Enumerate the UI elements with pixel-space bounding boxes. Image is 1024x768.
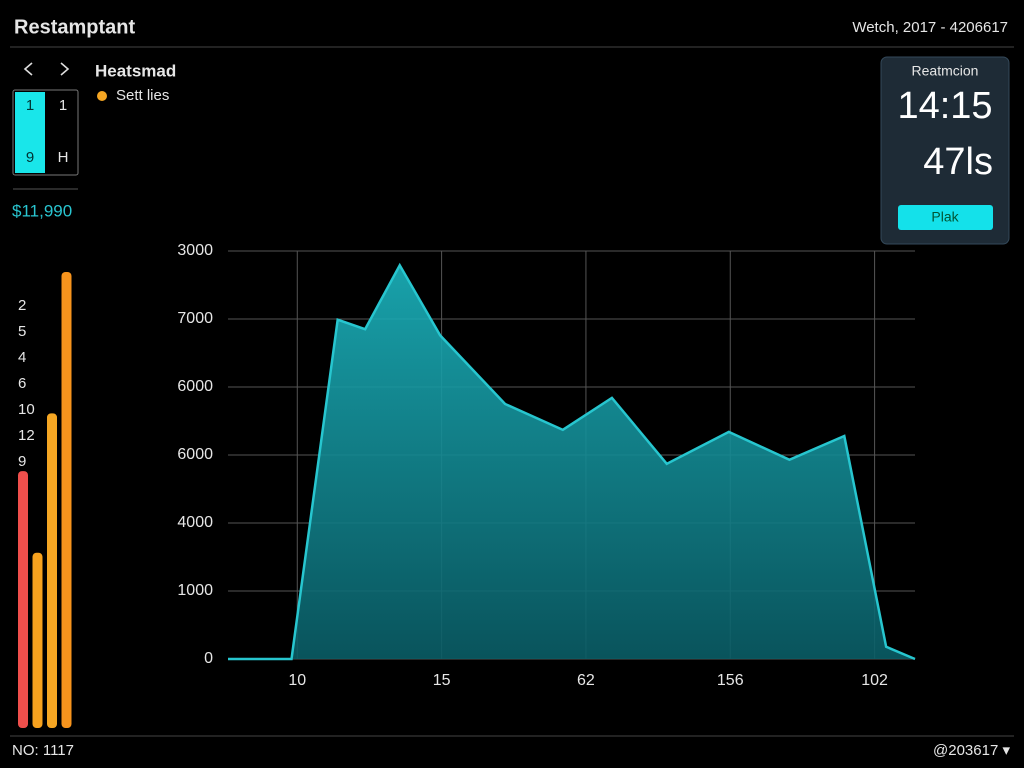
- footer-left: NO: 1117: [12, 742, 74, 759]
- bar-annotation: 5: [18, 323, 26, 340]
- panel-time: 14:15: [897, 85, 992, 127]
- y-tick-label: 7000: [177, 310, 213, 327]
- date: Wetch, 2017 - 4206617: [852, 19, 1008, 36]
- calendar-highlight: [15, 92, 45, 173]
- bar-annotation: 10: [18, 401, 35, 418]
- y-tick-label: 6000: [177, 446, 213, 463]
- bar-annotation: 4: [18, 349, 26, 366]
- footer-right[interactable]: @203617 ▾: [933, 742, 1010, 759]
- calendar-cell[interactable]: H: [58, 149, 69, 166]
- area-line: [228, 262, 916, 661]
- calendar-cell[interactable]: 9: [26, 149, 34, 166]
- y-tick-label: 4000: [177, 514, 213, 531]
- next-button[interactable]: [60, 62, 70, 76]
- panel-button[interactable]: [898, 205, 993, 230]
- calendar-cell[interactable]: 1: [26, 97, 34, 114]
- bar-annotation: 6: [18, 375, 26, 392]
- x-tick-label: 10: [288, 672, 306, 689]
- panel-title: Reatmcion: [912, 63, 979, 79]
- bar-annotation: 12: [18, 427, 35, 444]
- bar: [47, 413, 57, 728]
- x-tick-label: 15: [433, 672, 451, 689]
- area: [228, 265, 915, 659]
- y-tick-label: 1000: [177, 582, 213, 599]
- legend-marker: [97, 91, 107, 101]
- app-title: Restamptant: [14, 16, 135, 38]
- x-tick-label: 156: [717, 672, 744, 689]
- calendar-cell[interactable]: 1: [59, 97, 67, 114]
- x-tick-label: 102: [861, 672, 888, 689]
- bar-annotation: 2: [18, 297, 26, 314]
- y-tick-label: 3000: [177, 242, 213, 259]
- panel-value: 47ls: [923, 141, 993, 183]
- bar: [61, 271, 72, 728]
- panel-button-label[interactable]: Plak: [931, 209, 959, 225]
- y-tick-label: 0: [204, 650, 213, 667]
- bar: [18, 471, 28, 728]
- y-tick-label: 6000: [177, 378, 213, 395]
- chart-title: Heatsmad: [95, 61, 176, 80]
- legend-label: Sett lies: [116, 87, 169, 104]
- bar: [32, 552, 43, 728]
- panel: [880, 56, 1010, 245]
- x-tick-label: 62: [577, 672, 595, 689]
- bar-annotation: 9: [18, 453, 26, 470]
- price: $11,990: [12, 201, 72, 220]
- prev-button[interactable]: [23, 62, 33, 76]
